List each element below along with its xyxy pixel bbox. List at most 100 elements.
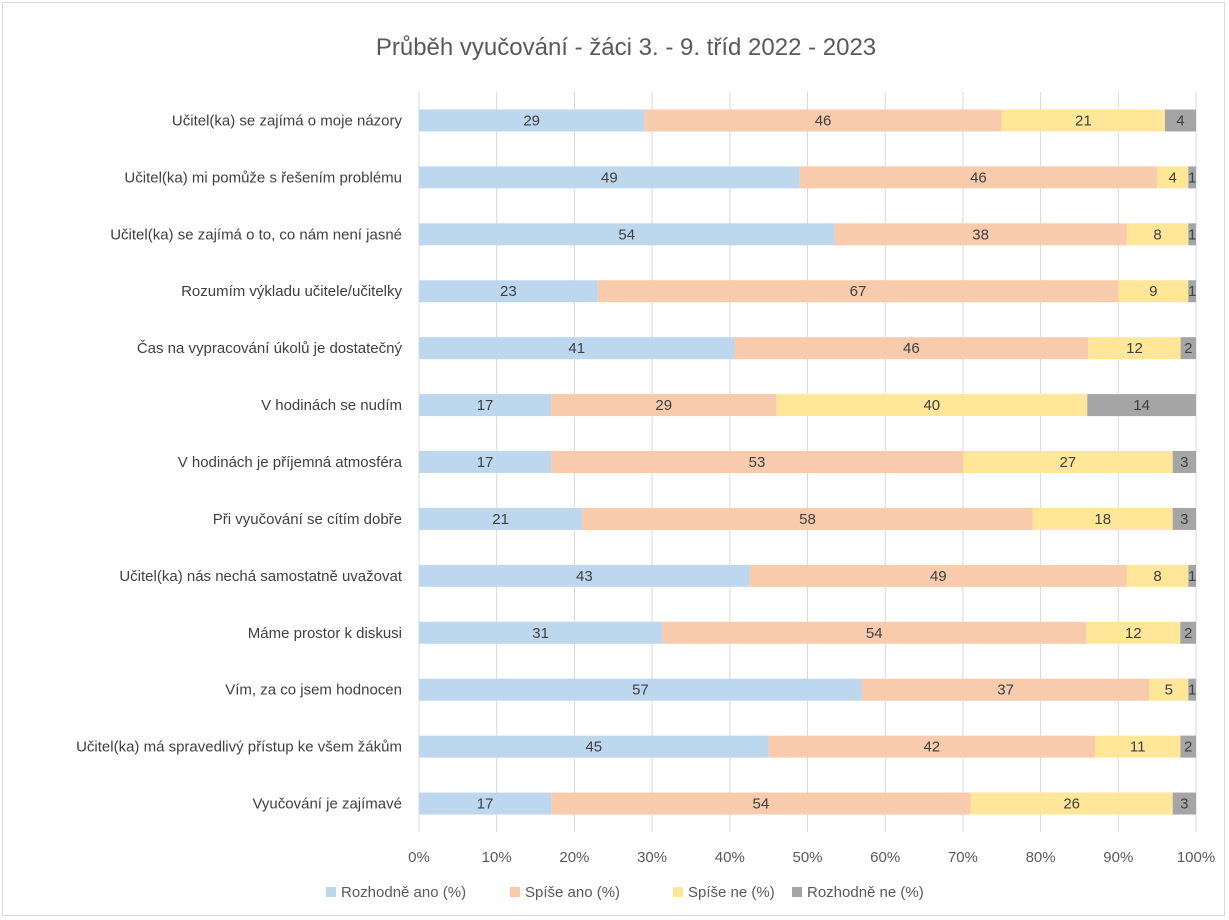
- bar-segment: [551, 792, 971, 815]
- bar-segment: [1032, 507, 1173, 530]
- x-tick-label: 0%: [408, 849, 430, 866]
- bar-segment: [1164, 109, 1196, 132]
- data-label: 29: [655, 397, 672, 414]
- data-label: 38: [972, 226, 989, 243]
- category-label: Vím, za co jsem hodnocen: [225, 682, 402, 699]
- x-tick-label: 20%: [559, 849, 589, 866]
- bar-segment: [1180, 337, 1196, 360]
- bar-segment: [799, 166, 1158, 189]
- legend: Rozhodně ano (%) Spíše ano (%) Spíše ne (%…: [326, 884, 924, 901]
- bar-segment: [419, 621, 663, 644]
- bar-segment: [970, 792, 1173, 815]
- bar-segment: [1001, 109, 1165, 132]
- data-label: 17: [477, 397, 494, 414]
- bar-segment: [776, 394, 1088, 417]
- data-label: 43: [576, 568, 593, 585]
- bar-segment: [1188, 166, 1196, 189]
- bar-segment: [1172, 507, 1196, 530]
- data-label: 4: [1176, 112, 1184, 129]
- bar-segment: [419, 223, 835, 246]
- bar-segment: [1088, 337, 1181, 360]
- bar-segment: [419, 564, 750, 587]
- data-label: 54: [753, 796, 770, 813]
- bar-segment: [1118, 280, 1189, 303]
- bar-segment: [749, 564, 1127, 587]
- bar-segment: [1172, 451, 1196, 473]
- data-label: 21: [1075, 112, 1092, 129]
- data-label: 12: [1125, 625, 1142, 642]
- x-tick-label: 70%: [948, 849, 978, 866]
- x-tick-label: 80%: [1026, 849, 1056, 866]
- data-label: 58: [799, 511, 816, 528]
- x-tick-label: 100%: [1177, 849, 1215, 866]
- category-label: Učitel(ka) nás nechá samostatně uvažovat: [119, 568, 402, 585]
- bar-segment: [1180, 621, 1196, 644]
- data-label: 8: [1153, 226, 1161, 243]
- x-tick-label: 50%: [792, 849, 822, 866]
- data-label: 17: [477, 796, 494, 813]
- data-label: 14: [1133, 397, 1150, 414]
- bar-segment: [1188, 678, 1196, 701]
- data-label: 26: [1063, 796, 1080, 813]
- bar-segment: [419, 792, 552, 815]
- category-labels: Učitel(ka) se zajímá o moje názory Učitel…: [76, 112, 403, 812]
- bar-segment: [662, 621, 1087, 644]
- x-tick-label: 30%: [637, 849, 667, 866]
- bar-segment: [768, 735, 1095, 758]
- data-label: 37: [997, 682, 1014, 699]
- bar-segment: [551, 451, 963, 473]
- data-label: 31: [532, 625, 549, 642]
- data-label: 27: [1059, 454, 1076, 471]
- bar-segment: [419, 678, 862, 701]
- data-label: 2: [1184, 625, 1192, 642]
- legend-swatch: [673, 887, 683, 897]
- x-tick-label: 40%: [715, 849, 745, 866]
- data-label: 29: [523, 112, 540, 129]
- bar-segment: [1188, 280, 1196, 303]
- data-label: 54: [866, 625, 883, 642]
- data-label: 1: [1188, 226, 1196, 243]
- bar-segment: [419, 735, 769, 758]
- data-label: 40: [923, 397, 940, 414]
- bar-segment: [1172, 792, 1196, 815]
- x-tick-label: 60%: [870, 849, 900, 866]
- bar-segment: [1126, 564, 1189, 587]
- data-label: 17: [477, 454, 494, 471]
- data-label: 3: [1180, 796, 1188, 813]
- legend-label: Rozhodně ano (%): [341, 884, 466, 901]
- data-label: 9: [1149, 283, 1157, 300]
- category-label: Učitel(ka) se zajímá o moje názory: [172, 112, 403, 129]
- data-label: 1: [1188, 283, 1196, 300]
- data-label: 11: [1130, 739, 1146, 756]
- data-label: 4: [1169, 169, 1177, 186]
- legend-swatch: [792, 887, 802, 897]
- category-label: Vyučování je zajímavé: [252, 796, 402, 813]
- data-label: 3: [1180, 511, 1188, 528]
- category-label: Učitel(ka) mi pomůže s řešením problému: [124, 169, 402, 186]
- bar-segment: [644, 109, 1002, 132]
- bar-segment: [1086, 621, 1181, 644]
- data-label: 45: [585, 739, 602, 756]
- data-label: 46: [903, 340, 920, 357]
- category-label: Při vyučování se cítím dobře: [213, 511, 402, 528]
- bar-segment: [551, 394, 777, 417]
- bar-segment: [419, 451, 552, 473]
- data-label: 67: [850, 283, 867, 300]
- category-label: V hodinách je příjemná atmosféra: [178, 454, 403, 471]
- data-label: 12: [1126, 340, 1143, 357]
- bar-segment: [419, 337, 735, 360]
- bar-segment: [1188, 564, 1196, 587]
- bar-segment: [582, 507, 1033, 530]
- category-label: Rozumím výkladu učitele/učitelky: [181, 283, 402, 300]
- category-label: Učitel(ka) se zajímá o to, co nám není j…: [110, 226, 402, 243]
- chart-title: Průběh vyučování - žáci 3. - 9. tříd 202…: [376, 34, 876, 61]
- x-tick-label: 90%: [1103, 849, 1133, 866]
- bar-segment: [1157, 166, 1189, 189]
- data-label: 42: [923, 739, 940, 756]
- category-label: Máme prostor k diskusi: [248, 625, 402, 642]
- legend-label: Spíše ano (%): [525, 884, 620, 901]
- data-label: 46: [970, 169, 987, 186]
- data-label: 46: [815, 112, 832, 129]
- bar-segment: [1180, 735, 1196, 758]
